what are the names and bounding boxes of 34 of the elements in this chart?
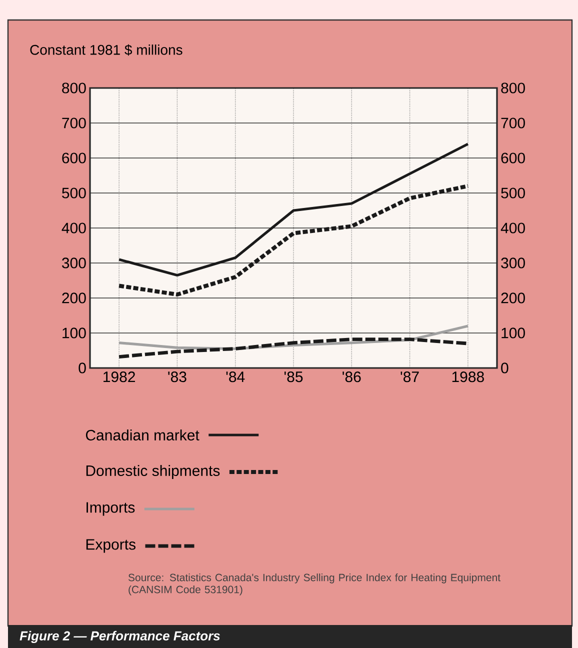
legend-label: Imports: [86, 502, 135, 516]
source-note: Source: Statistics Canada's Industry Selling Price Index for Heating Equipment (CANSIM Code 531901): [128, 574, 500, 596]
x-tick-label: '83: [168, 372, 186, 382]
x-tick-label: '86: [342, 372, 361, 382]
x-tick-label: '87: [400, 372, 419, 382]
text: Figure 2 — Performance Factors: [20, 630, 220, 644]
x-tick-label: 1988: [452, 372, 484, 382]
y-tick-label: 500: [62, 188, 86, 198]
y-tick-label: 200: [62, 292, 86, 304]
y2-tick-label: 100: [502, 328, 525, 338]
legend-label: Domestic shipments: [86, 465, 220, 479]
y2-tick-label: 0: [501, 362, 508, 374]
y2-tick-label: 200: [501, 292, 525, 304]
y-tick-label: 0: [78, 362, 86, 374]
legend-label: Exports: [86, 539, 136, 553]
y-tick-label: 100: [62, 328, 86, 338]
line-series: [118, 142, 470, 277]
y2-tick-label: 700: [501, 118, 525, 128]
x-tick-label: '84: [226, 372, 245, 382]
y-tick-label: 600: [62, 152, 86, 164]
x-tick-label: 1982: [104, 372, 135, 382]
y2-tick-label: 800: [501, 82, 525, 94]
y-tick-label: 400: [62, 222, 86, 234]
y2-tick-label: 500: [501, 188, 525, 198]
y2-tick-label: 300: [501, 258, 525, 268]
legend-label: Canadian market: [86, 429, 200, 440]
y-tick-label: 300: [62, 258, 86, 268]
y-axis-title: Constant 1981 $ millions: [30, 44, 182, 56]
x-tick-label: '85: [284, 372, 303, 382]
y-tick-label: 800: [62, 82, 86, 94]
y2-tick-label: 400: [500, 222, 525, 234]
y2-tick-label: 600: [501, 152, 525, 164]
line-series: [117, 184, 470, 296]
y-tick-label: 700: [62, 118, 86, 128]
